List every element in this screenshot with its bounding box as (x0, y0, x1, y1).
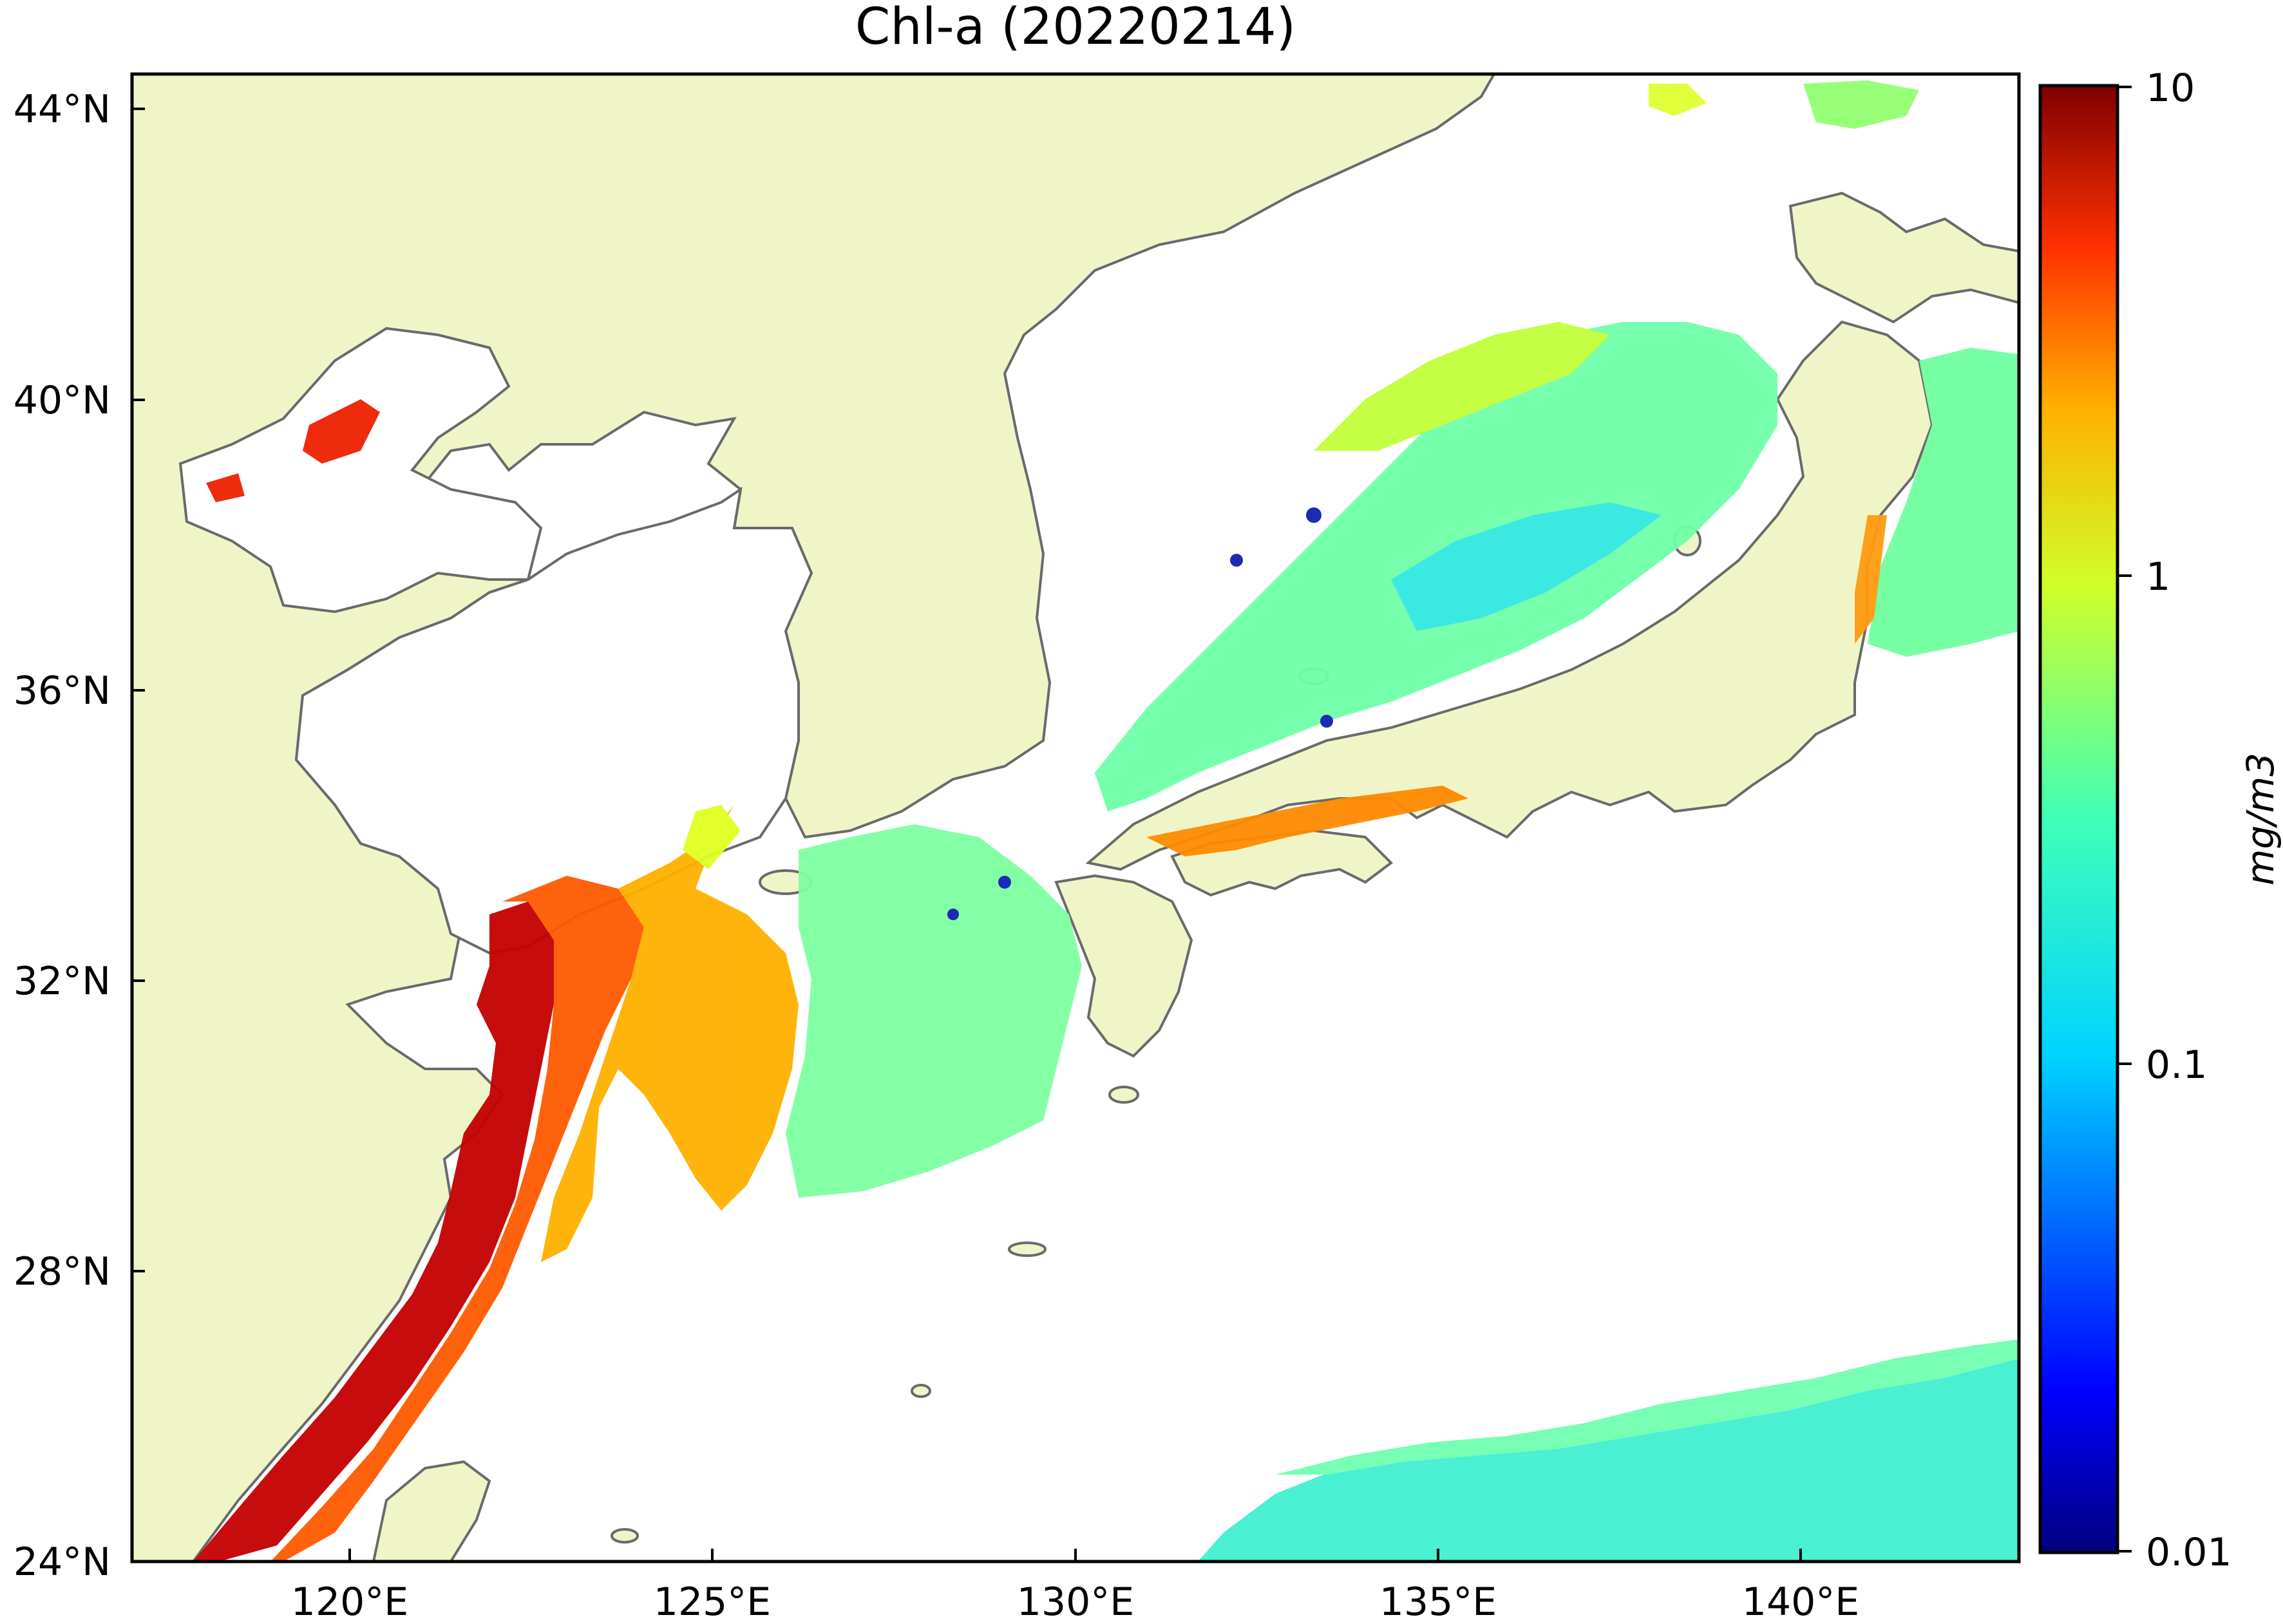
land-island (1108, 1086, 1139, 1104)
chl-bohai-patch-small (206, 473, 245, 502)
colorbar-tick-label: 0.01 (2146, 1530, 2232, 1575)
chl-coastal-high (193, 902, 554, 1562)
land-kyushu (1054, 874, 1193, 1058)
yellow-sea (294, 486, 813, 955)
chl-low-speckle (1230, 554, 1243, 567)
colorbar-unit-label: mg/m3 (2239, 753, 2282, 885)
land-island (911, 1384, 931, 1398)
colorbar-tick-label: 1 (2146, 554, 2170, 600)
latitude-axis: 44°N 40°N 36°N 32°N 28°N 24°N (14, 87, 145, 1585)
lon-tick-label: 125°E (654, 1580, 771, 1624)
lat-tick-label: 24°N (14, 1540, 111, 1585)
lon-tick-label: 120°E (291, 1580, 408, 1624)
map-title: Chl-a (20220214) (855, 0, 1296, 56)
lat-tick-label: 28°N (14, 1249, 111, 1294)
lat-tick-label: 40°N (14, 378, 111, 423)
chl-bohai-patch (303, 399, 380, 464)
chl-east-china-sea (786, 824, 1082, 1198)
chl-subtropical-band (1198, 1346, 2019, 1562)
chl-subtropical-band-upper (1275, 1339, 2019, 1475)
map-panel (132, 74, 2019, 1562)
colorbar-tick-label: 0.1 (2146, 1043, 2207, 1088)
chl-shelf-outer (541, 805, 799, 1262)
chl-shelf-yellow (683, 805, 741, 869)
chl-low-speckle (1320, 715, 1333, 728)
land-hokkaido (1788, 191, 2019, 324)
chl-pacific-east-coast-orange (1855, 515, 1887, 644)
colorbar: 10 1 0.1 0.01 mg/m3 (2038, 66, 2282, 1575)
lon-tick-label: 140°E (1742, 1580, 1859, 1624)
chl-okhotsk-patch (1803, 80, 1919, 129)
chl-seto-inland-sea (1146, 786, 1468, 856)
chl-shelf-orange (270, 876, 644, 1562)
chl-low-speckle (1306, 507, 1321, 523)
chl-low-speckle (947, 909, 959, 920)
bohai-sea (178, 326, 543, 614)
chl-japan-sea-cyan (1391, 502, 1662, 631)
lat-tick-label: 44°N (14, 87, 111, 132)
lon-tick-label: 130°E (1017, 1580, 1134, 1624)
land-island (611, 1528, 639, 1544)
chl-japan-sea-north (1314, 322, 1610, 451)
chl-low-speckle (998, 876, 1011, 889)
land-taiwan (372, 1460, 491, 1562)
lat-tick-label: 36°N (14, 668, 111, 713)
chl-pacific-east-honshu (1868, 348, 2019, 657)
colorbar-tick-label: 10 (2146, 66, 2195, 111)
chlorophyll-data-layer (193, 80, 2019, 1562)
land-island (1008, 1242, 1047, 1257)
lat-tick-label: 32°N (14, 959, 111, 1004)
colorbar-gradient (2038, 84, 2119, 1554)
longitude-axis: 120°E 125°E 130°E 135°E 140°E (291, 1549, 1859, 1624)
lon-tick-label: 135°E (1379, 1580, 1497, 1624)
chl-okhotsk-patch-north (1649, 84, 1707, 116)
